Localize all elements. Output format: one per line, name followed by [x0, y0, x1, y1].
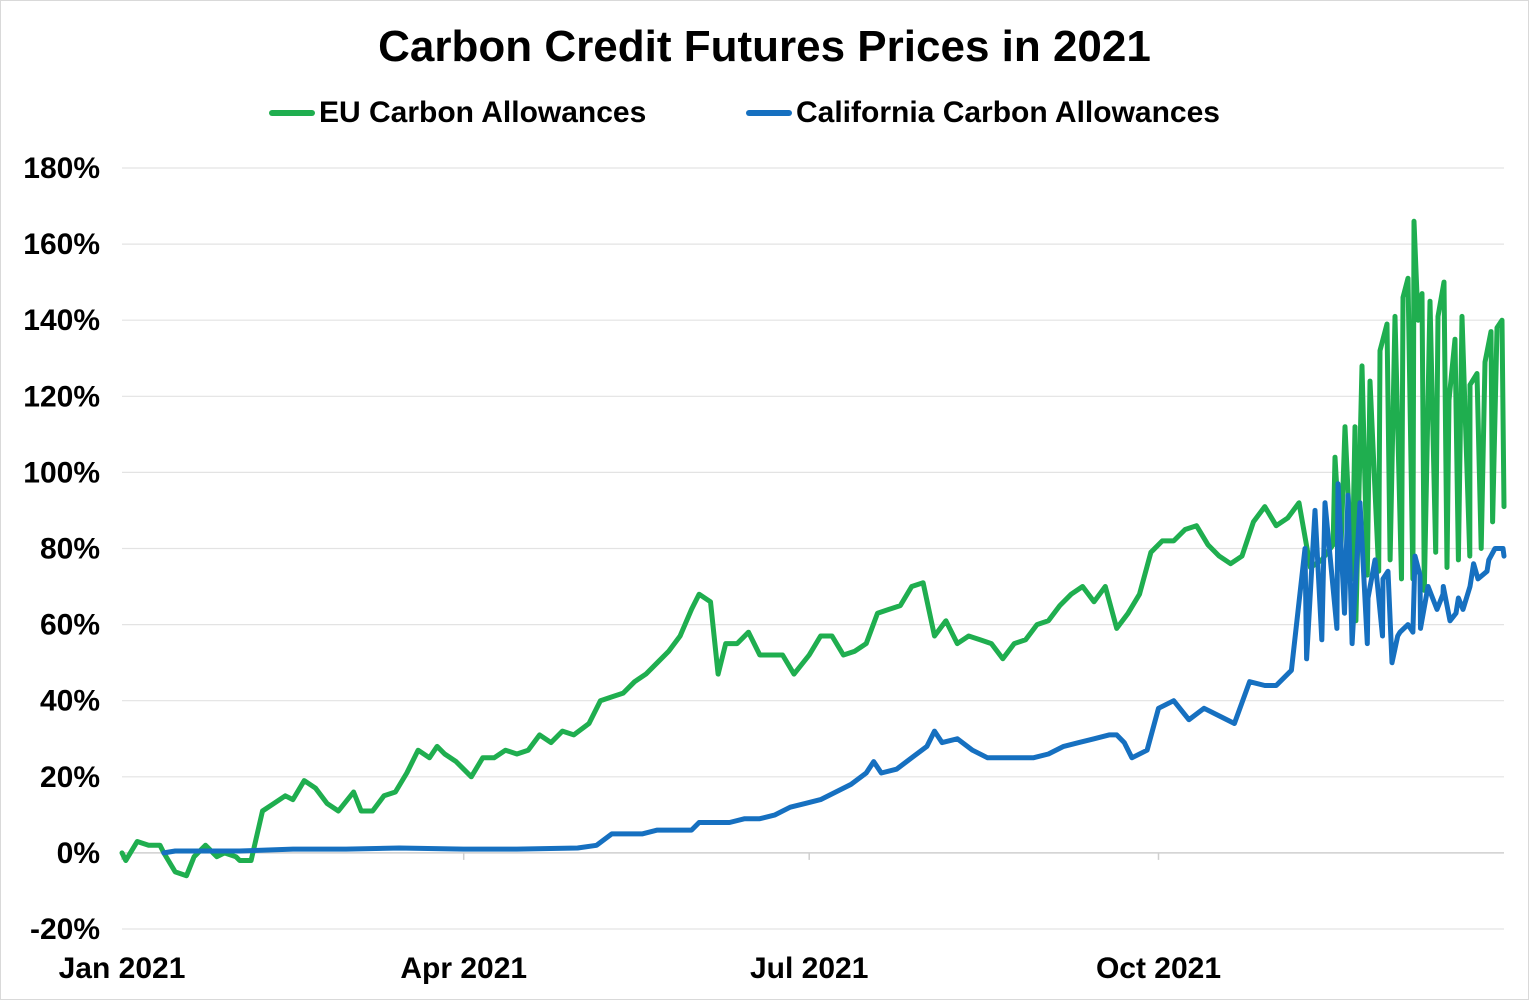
x-tick-label: Jul 2021 — [750, 952, 868, 985]
y-tick-label: -20% — [30, 913, 100, 946]
series-line-california — [161, 481, 1507, 856]
legend-item-eu[interactable]: EU Carbon Allowances — [269, 96, 646, 130]
legend-label-eu: EU Carbon Allowances — [319, 96, 647, 129]
legend-label-california: California Carbon Allowances — [796, 96, 1220, 129]
y-tick-label: 20% — [40, 761, 100, 794]
y-tick-label: 160% — [23, 228, 100, 261]
x-tick-label: Apr 2021 — [400, 952, 527, 985]
chart-title: Carbon Credit Futures Prices in 2021 — [378, 22, 1151, 71]
y-tick-label: 40% — [40, 685, 100, 718]
chart-legend: EU Carbon Allowances California Carbon A… — [0, 96, 1529, 136]
legend-item-california[interactable]: California Carbon Allowances — [746, 96, 1220, 130]
x-tick-label: Oct 2021 — [1096, 952, 1221, 985]
y-tick-label: 0% — [57, 837, 100, 870]
y-tick-label: 140% — [23, 304, 100, 337]
y-tick-label: 80% — [40, 533, 100, 566]
x-tick-label: Jan 2021 — [59, 952, 186, 985]
y-tick-label: 180% — [23, 152, 100, 185]
y-tick-label: 120% — [23, 380, 100, 413]
legend-swatch-california — [746, 110, 792, 116]
legend-swatch-eu — [269, 110, 315, 116]
y-tick-label: 60% — [40, 609, 100, 642]
series-line-eu — [119, 218, 1507, 879]
y-tick-label: 100% — [23, 456, 100, 489]
